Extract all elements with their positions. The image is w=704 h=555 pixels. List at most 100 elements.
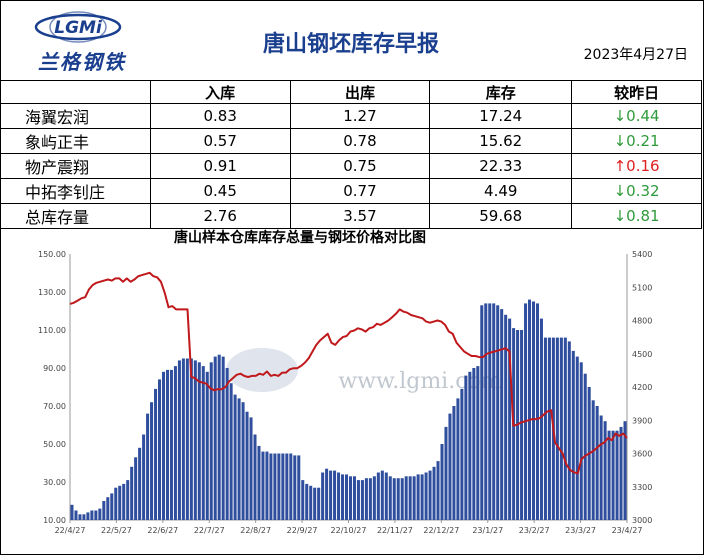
inventory-bar [337,472,341,520]
inventory-bar [177,360,181,520]
column-header: 较昨日 [571,80,702,104]
inventory-bar [173,366,177,520]
right-axis-tick-label: 5100 [632,283,652,292]
inventory-bar [372,476,376,520]
warehouse-name: 象屿正丰 [0,128,151,154]
inventory-bar [277,453,281,520]
inventory-bar [289,453,293,520]
warehouse-name: 总库存量 [0,203,151,229]
x-tick-label: 22/7/27 [194,526,225,535]
inventory-bar [269,453,273,520]
inbound-value: 2.76 [149,203,291,229]
inventory-bar [217,354,221,520]
table-row: 海翼宏润 0.83 1.27 17.24 ↓0.44 [0,103,702,129]
inventory-bar [165,369,169,520]
inventory-bar [416,474,420,520]
inventory-bar [114,487,118,520]
inventory-bar [106,497,110,520]
inventory-bar [126,480,130,520]
inventory-bar [297,455,301,520]
inventory-bar [488,303,492,520]
inventory-bar [500,309,504,520]
inventory-bar [146,413,150,520]
logo-mark-text: LGMi [54,18,103,38]
change-number: 0.21 [626,132,660,150]
inventory-bar [543,337,547,520]
inventory-bar [484,303,488,520]
right-axis-tick-label: 3000 [632,516,652,525]
left-axis-tick-label: 50.00 [43,440,66,449]
inventory-bar [169,369,173,520]
right-axis-tick-label: 3600 [632,450,652,459]
inventory-bar [468,371,472,520]
change-number: 0.16 [626,157,660,175]
inventory-bar [567,341,571,520]
arrow-down-icon: ↓ [613,132,627,150]
change-number: 0.81 [626,207,660,225]
inventory-bar [619,426,623,520]
inventory-bar [321,472,325,520]
left-axis-tick-label: 30.00 [43,478,66,487]
change-value: ↓0.21 [571,128,702,154]
inventory-bar [205,371,209,520]
column-header: 库存 [429,80,573,104]
inventory-bar [412,476,416,520]
left-axis-tick-label: 90.00 [43,364,66,373]
inventory-bar [531,301,536,520]
inventory-bar [376,472,380,520]
inventory-bar [559,337,563,520]
arrow-down-icon: ↓ [613,107,627,125]
change-number: 0.44 [626,107,660,125]
lgmi-logo-icon: LGMi [34,11,122,43]
warehouse-name: 物产震翔 [0,153,151,179]
outbound-value: 0.78 [289,128,431,154]
inventory-bar [90,510,94,520]
inventory-bar [444,426,448,520]
inventory-bar [420,474,424,520]
inventory-bar [201,366,205,520]
inventory-bar [432,466,436,520]
inventory-bar [524,303,528,520]
inventory-bar [396,478,400,520]
inbound-value: 0.83 [149,103,291,129]
column-header [0,80,151,104]
inbound-value: 0.57 [149,128,291,154]
inventory-bar [74,510,78,520]
price-line [69,271,628,475]
logo-text: 兰格钢铁 [38,50,126,74]
inventory-bar [237,398,241,520]
inventory-bar [535,303,539,520]
x-tick-label: 23/1/27 [472,526,503,535]
column-header: 入库 [149,80,291,104]
inventory-bar [579,362,583,520]
change-value: ↓0.81 [571,203,702,229]
inventory-bar [480,305,484,520]
arrow-down-icon: ↓ [613,182,627,200]
inventory-bar [615,430,619,520]
inventory-bar [607,430,611,520]
table-row: 总库存量 2.76 3.57 59.68 ↓0.81 [0,203,702,229]
inventory-bar [623,421,627,520]
inventory-bar [341,474,345,520]
inventory-bar [508,318,512,520]
inventory-bar [82,514,86,520]
inventory-bar [189,358,193,520]
inventory-bar [611,430,615,520]
inventory-bar [333,470,337,520]
inventory-bar [142,434,146,520]
billet-price-line [69,271,628,475]
outbound-value: 0.77 [289,178,431,204]
left-axis-tick-label: 150.00 [38,250,66,259]
inventory-bar [138,447,142,520]
inventory-bar [528,299,532,520]
inventory-bar [253,434,257,520]
inventory-price-chart: 唐山样本仓库库存总量与钢坯价格对比图 www.lgmi.com 10.0030.… [38,229,652,535]
inventory-bar [213,356,217,520]
table-row: 物产震翔 0.91 0.75 22.33 ↑0.16 [0,153,702,179]
change-value: ↓0.32 [571,178,702,204]
inventory-bar [261,451,265,520]
report-header: LGMi 兰格钢铁 唐山钢坯库存早报 2023年4月27日 [0,0,702,81]
inventory-bar [547,337,551,520]
inventory-bar [134,457,138,520]
inventory-bar [436,461,440,520]
